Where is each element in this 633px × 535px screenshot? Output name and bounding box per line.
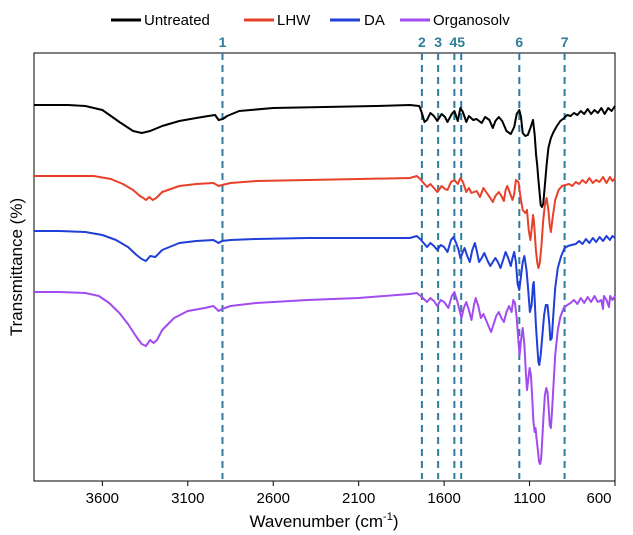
band-label-2: 2	[418, 34, 426, 50]
series-line-organosolv	[34, 291, 616, 465]
y-axis-title: Transmittance (%)	[7, 198, 26, 336]
x-axis-ticks: 3600 3100 2600 2100 1600 1100 600	[86, 481, 616, 507]
x-axis-title-text: Wavenumber (cm	[250, 512, 384, 531]
x-tick-label-1100: 1100	[513, 490, 545, 507]
chart-legend: Untreated LHW DA Organosolv	[111, 12, 510, 29]
band-label-1: 1	[219, 34, 227, 50]
series-line-lhw	[34, 175, 616, 269]
spectra-series	[34, 104, 616, 465]
x-tick-label-1600: 1600	[427, 490, 460, 507]
band-label-4: 4	[449, 34, 457, 50]
band-label-7: 7	[561, 34, 569, 50]
x-axis-title-close: )	[393, 512, 399, 531]
series-line-da	[34, 230, 616, 366]
x-tick-label-600: 600	[586, 490, 611, 507]
x-axis-title-superscript: -1	[383, 511, 393, 523]
band-label-6: 6	[515, 34, 523, 50]
plot-area-frame	[33, 52, 616, 482]
legend-label-organosolv: Organosolv	[433, 12, 510, 29]
band-label-3: 3	[434, 34, 442, 50]
x-tick-label-3600: 3600	[86, 490, 119, 507]
x-tick-label-2600: 2600	[257, 490, 290, 507]
legend-label-da: DA	[364, 12, 385, 29]
legend-label-lhw: LHW	[277, 12, 311, 29]
legend-label-untreated: Untreated	[144, 12, 210, 29]
band-label-5: 5	[457, 34, 465, 50]
x-axis-title: Wavenumber (cm-1)	[250, 511, 399, 531]
x-tick-label-2100: 2100	[342, 490, 375, 507]
series-line-untreated	[34, 104, 616, 208]
x-tick-label-3100: 3100	[171, 490, 204, 507]
